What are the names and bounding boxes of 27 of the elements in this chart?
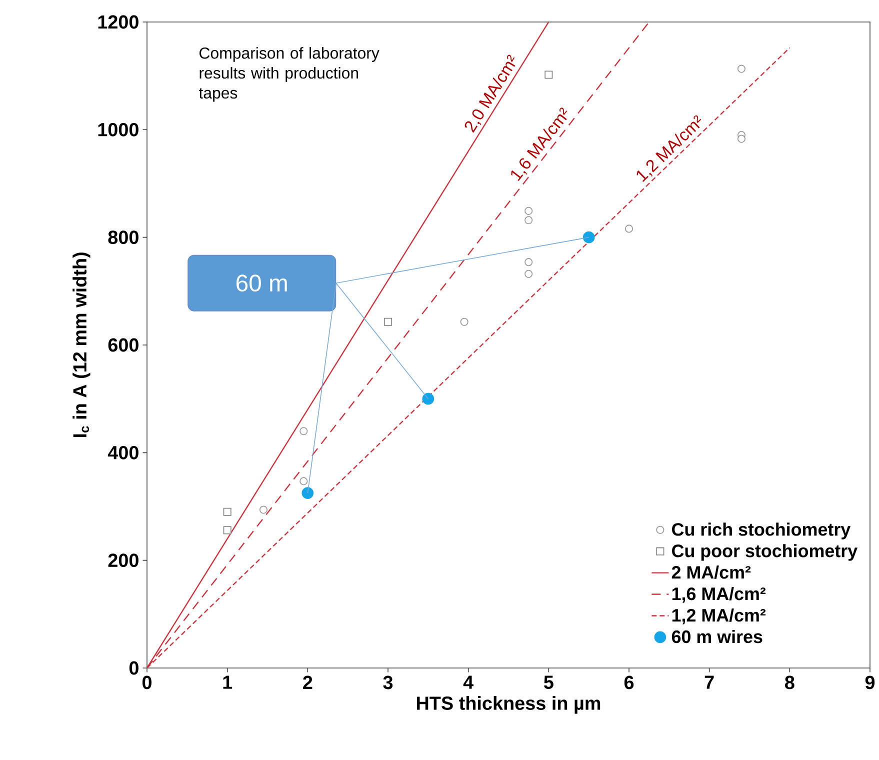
y-axis-title: I$_{c}$ in A (12 mm width) bbox=[72, 252, 90, 438]
y-tick-label: 200 bbox=[108, 554, 138, 568]
x-tick-label: 2 bbox=[303, 676, 312, 689]
annotation: Comparison of laboratory results with production tapes bbox=[198, 47, 380, 102]
legend-label: Cu rich stochiometry bbox=[672, 522, 851, 540]
x-tick-label: 9 bbox=[865, 676, 875, 690]
legend-label: 1,2 MA/cm² bbox=[672, 608, 766, 624]
annotation: 60 m bbox=[236, 274, 287, 292]
legend-label: 2 MA/cm² bbox=[672, 566, 751, 579]
y-tick-label: 1000 bbox=[98, 122, 138, 136]
y-tick-label: 0 bbox=[129, 661, 138, 675]
legend-label: Cu poor stochiometry bbox=[672, 544, 858, 561]
x-tick-label: 3 bbox=[383, 676, 393, 690]
y-tick-label: 600 bbox=[108, 338, 138, 352]
x-tick-label: 1 bbox=[223, 676, 232, 689]
legend-label: 60 m wires bbox=[672, 630, 762, 644]
x-tick-label: 6 bbox=[624, 676, 634, 690]
x-tick-label: 5 bbox=[544, 676, 554, 689]
y-tick-label: 400 bbox=[108, 446, 138, 460]
y-tick-label: 800 bbox=[108, 230, 138, 244]
x-tick-label: 8 bbox=[785, 676, 794, 690]
x-tick-label: 0 bbox=[142, 676, 152, 690]
x-tick-label: 4 bbox=[463, 676, 474, 689]
x-tick-label: 7 bbox=[704, 676, 714, 689]
legend-label: 1,6 MA/cm² bbox=[672, 587, 766, 603]
y-tick-label: 1200 bbox=[98, 15, 138, 29]
x-axis-title: HTS thickness in µm bbox=[417, 696, 600, 714]
